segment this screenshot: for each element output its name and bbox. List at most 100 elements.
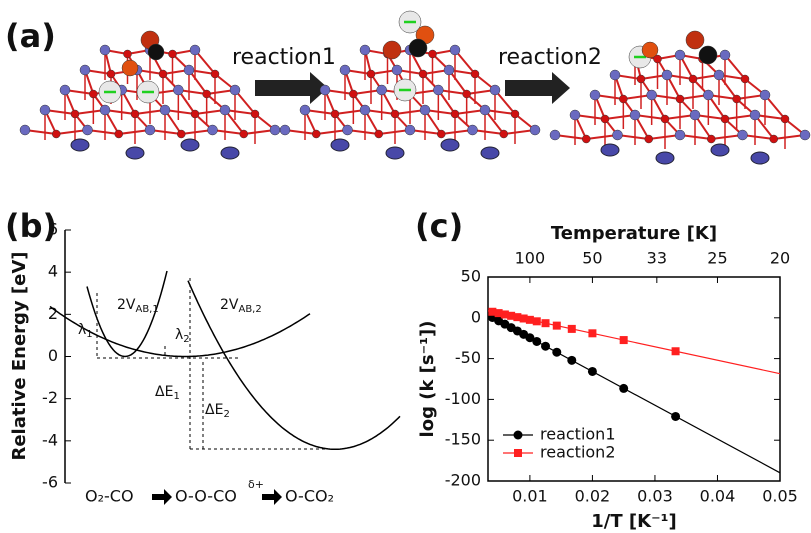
scheme-arrow [152,489,172,505]
x2-tick-label: 25 [707,249,727,268]
atom [71,110,79,118]
annotation-sub: 1 [173,391,179,402]
atom [405,125,415,135]
atom [386,147,404,159]
atom [619,95,627,103]
atom [468,125,478,135]
arrow [255,72,328,104]
atom [340,65,350,75]
atom [444,65,454,75]
atom [383,41,401,59]
marker [553,322,561,330]
atom [148,44,164,60]
y-tick-label: -150 [445,430,481,449]
atom [647,90,657,100]
marker [542,319,550,327]
panel-label: (c) [415,207,463,245]
atom [107,70,115,78]
atom [203,90,211,98]
atom [419,70,427,78]
atom [463,90,471,98]
x-tick-label: 0.01 [512,487,548,506]
atom [481,147,499,159]
annotation-text: λ [78,322,86,338]
atom [349,90,357,98]
atom [751,152,769,164]
atom [433,85,443,95]
legend-label: reaction1 [540,425,616,444]
annotation-sub: AB,1 [135,304,158,315]
atom [662,70,672,80]
y-tick-label: -4 [42,430,58,449]
atom [550,130,560,140]
atom [760,90,770,100]
atom [377,85,387,95]
marker [672,347,680,355]
atom [637,75,645,83]
atom [720,50,730,60]
annotation-sub: AB,2 [238,304,261,315]
atom [331,139,349,151]
y-axis-label: Relative Energy [eV] [9,251,30,460]
atom [690,110,700,120]
atom [570,110,580,120]
atom [115,130,123,138]
atom [656,152,674,164]
arrow [505,72,570,104]
atom [741,75,749,83]
x-tick-label: 0.05 [762,487,798,506]
atom [721,115,729,123]
y-tick-label: 6 [48,220,58,239]
plot-frame [488,277,780,481]
atom [360,105,370,115]
atom [375,130,383,138]
atom [409,39,427,57]
marker [620,336,628,344]
marker [552,348,561,357]
y-tick-label: 4 [48,262,58,281]
atom [191,110,199,118]
annotation-sub: 2 [223,409,229,420]
atom [781,115,789,123]
atom [169,50,177,58]
reaction-label: reaction2 [498,45,602,70]
atom [738,130,748,140]
atom [471,70,479,78]
atom [280,125,290,135]
y-tick-label: 0 [48,346,58,365]
atom [177,130,185,138]
atom [645,135,653,143]
atom [429,50,437,58]
atom [675,50,685,60]
marker [567,356,576,365]
marker [671,412,680,421]
marker [588,367,597,376]
atom [83,125,93,135]
atom [20,125,30,135]
y-tick-label: 2 [48,304,58,323]
atom [251,110,259,118]
atom [89,90,97,98]
annotation-text: 2V [117,297,136,313]
atom [40,105,50,115]
atom [367,70,375,78]
atom [699,46,717,64]
atom [190,45,200,55]
annotation: 2VAB,2 [220,297,262,315]
y-axis-label: log (k [s⁻¹]) [417,321,438,438]
atom [124,50,132,58]
scheme-text: O-CO₂ [285,487,334,506]
atom [71,139,89,151]
atom [343,125,353,135]
atom [360,45,370,55]
x2-axis-label: Temperature [K] [551,223,717,244]
y-tick-label: 0 [471,307,481,326]
scheme-arrow [262,489,282,505]
atom [331,110,339,118]
atom [300,105,310,115]
y-tick-label: -6 [42,473,58,492]
scheme-text: O-O-CO [175,487,237,506]
x2-tick-label: 33 [647,249,667,268]
atom [630,110,640,120]
annotation-text: 2V [220,297,239,313]
